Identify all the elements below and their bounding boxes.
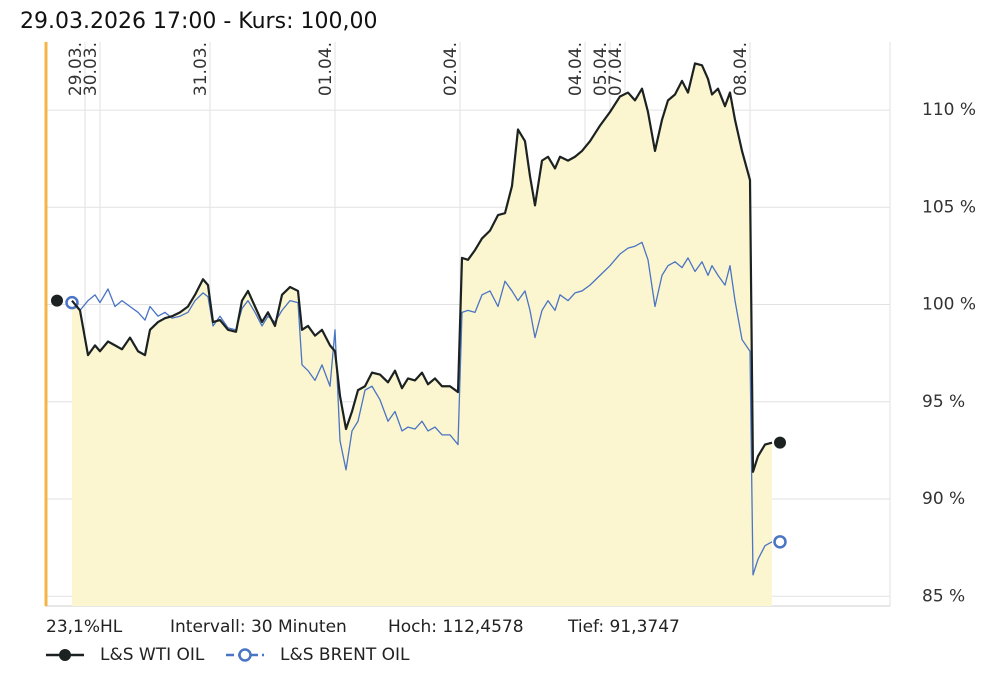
x-tick-label: 02.04. xyxy=(441,42,461,96)
x-tick-label: 29.03. xyxy=(66,42,86,96)
y-tick-label: 100 % xyxy=(922,295,976,315)
footer-text: Intervall: 30 Minuten xyxy=(170,617,347,637)
line xyxy=(71,62,773,473)
legend-label: L&S BRENT OIL xyxy=(280,645,410,665)
area xyxy=(72,63,772,606)
footer-text: Tief: 91,3747 xyxy=(567,617,680,637)
footer-text: Hoch: 112,4578 xyxy=(388,617,524,637)
x-tick-label: 30.03. xyxy=(81,42,101,96)
chart-title: 29.03.2026 17:00 - Kurs: 100,00 xyxy=(20,9,377,34)
x-tick-label: 05.04. xyxy=(591,42,611,96)
x-tick-label: 07.04. xyxy=(606,42,626,96)
footer-text: 23,1%HL xyxy=(46,617,123,637)
y-tick-label: 95 % xyxy=(922,392,965,412)
x-tick-label: 08.04. xyxy=(731,42,751,96)
plot xyxy=(51,62,787,576)
legend-marker xyxy=(238,648,252,662)
end-marker xyxy=(51,294,63,307)
y-tick-label: 105 % xyxy=(922,197,976,217)
x-tick-label: 04.04. xyxy=(566,42,586,96)
legend-marker xyxy=(59,649,71,661)
y-tick-label: 110 % xyxy=(922,100,976,120)
x-tick-label: 01.04. xyxy=(316,42,336,96)
line xyxy=(71,241,773,576)
end-marker xyxy=(773,535,787,549)
grid xyxy=(45,42,891,607)
y-tick-label: 90 % xyxy=(922,489,965,509)
x-tick-label: 31.03. xyxy=(191,42,211,96)
end-marker xyxy=(774,436,786,449)
legend-label: L&S WTI OIL xyxy=(100,645,205,665)
y-tick-label: 85 % xyxy=(922,586,965,606)
